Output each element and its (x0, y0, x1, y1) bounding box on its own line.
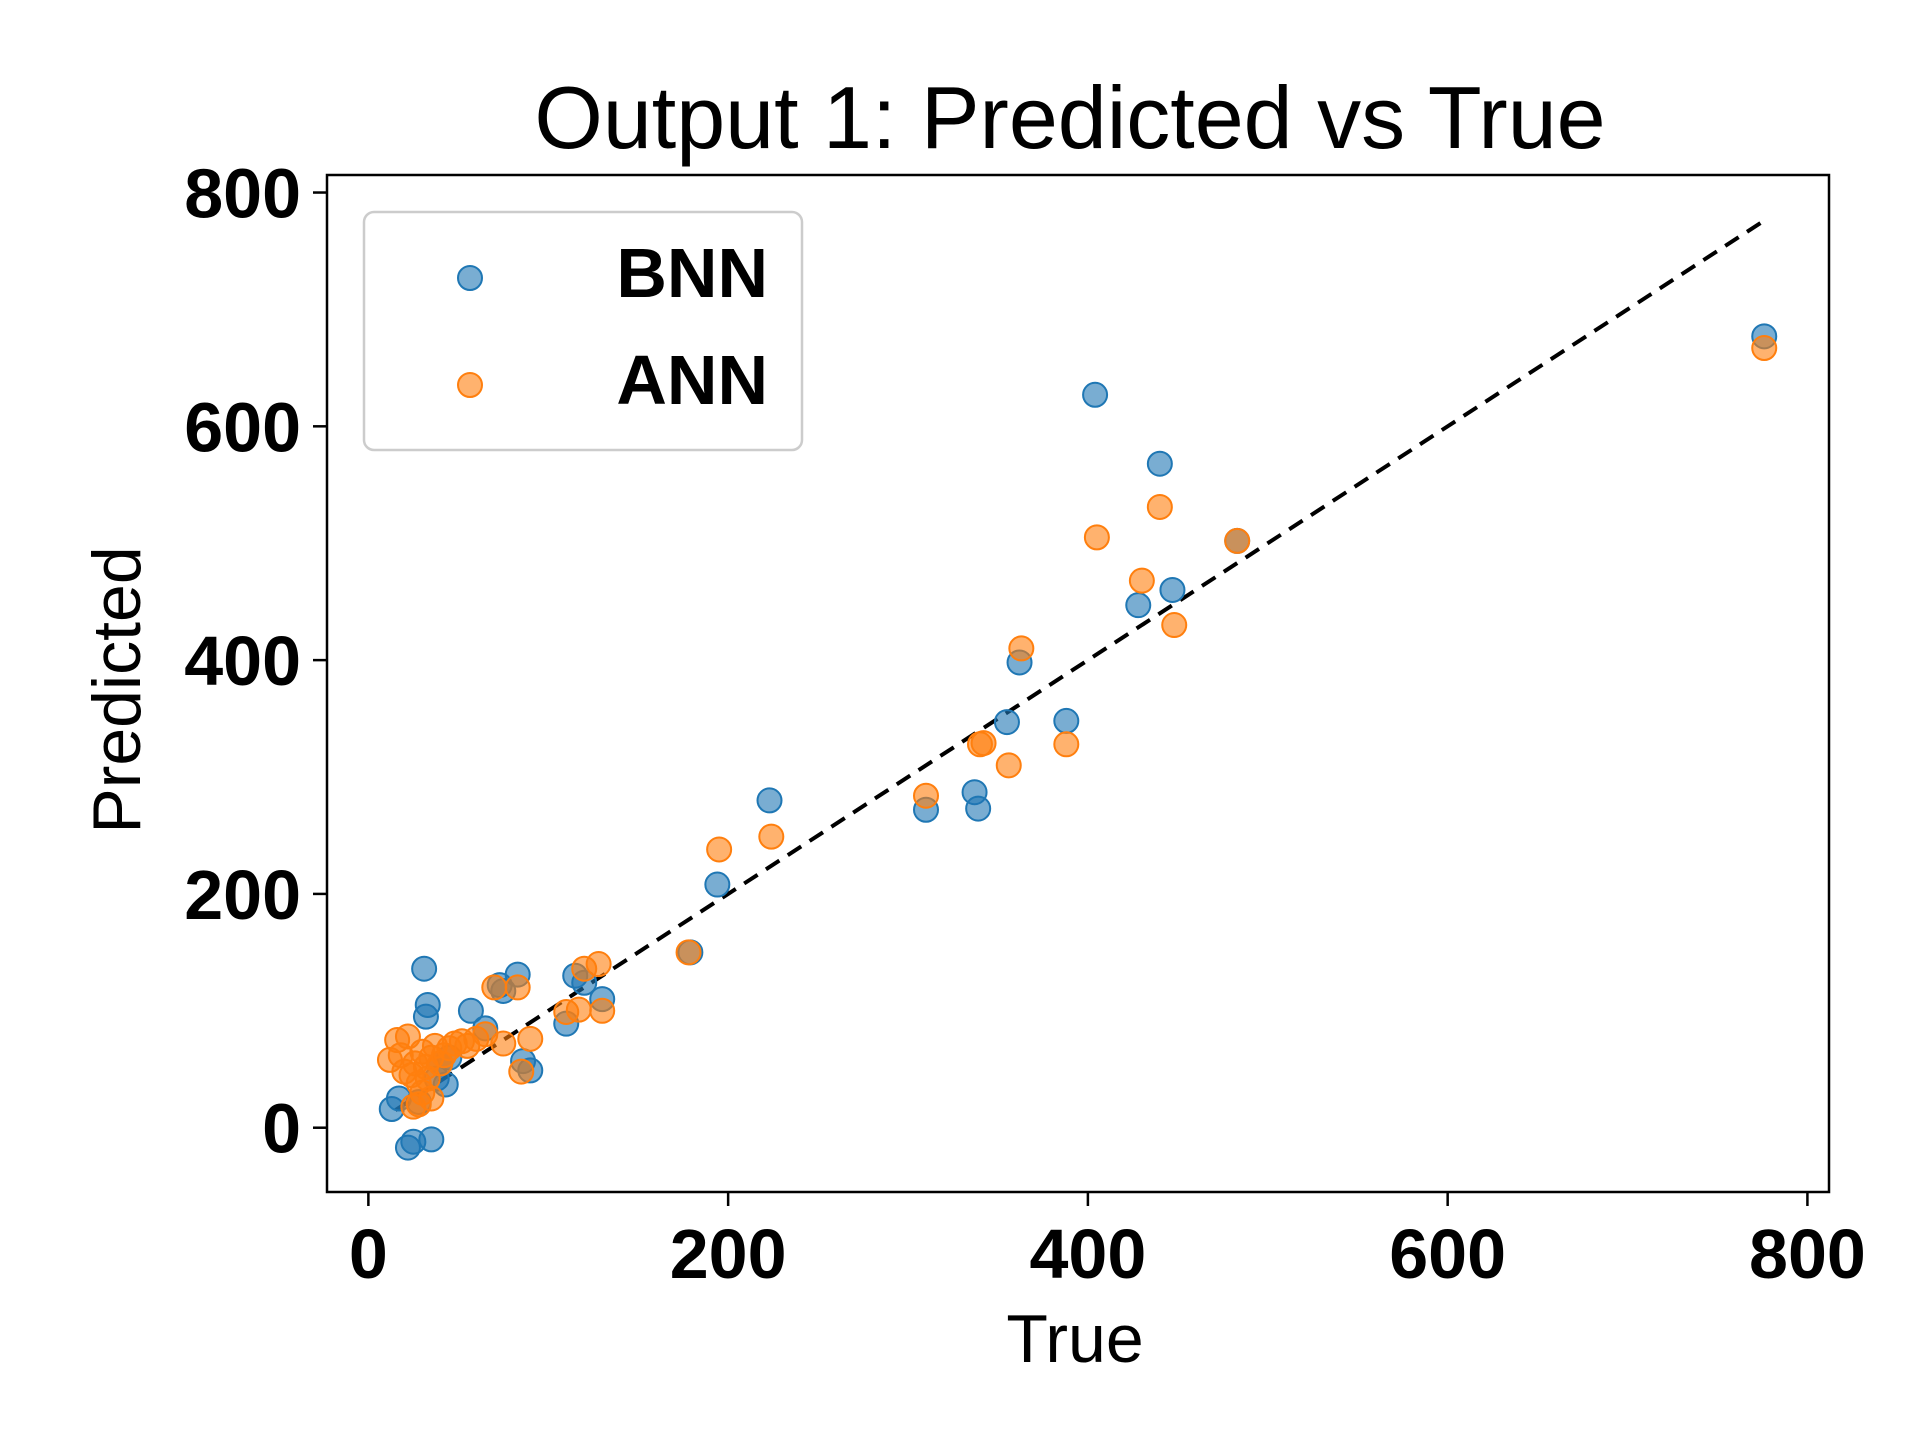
point-ann (1128, 567, 1155, 594)
legend: BNN ANN (362, 210, 804, 452)
point-ann (970, 730, 997, 757)
series-ann (376, 335, 1778, 1120)
point-ann (706, 836, 733, 863)
x-tick-label: 800 (1749, 1215, 1866, 1293)
x-tick-label: 200 (670, 1215, 787, 1293)
y-tick-label: 0 (262, 1090, 301, 1168)
point-bnn (414, 991, 441, 1018)
point-ann (758, 823, 785, 850)
point-bnn (1053, 707, 1080, 734)
point-bnn (418, 1126, 445, 1153)
x-tick-label: 600 (1389, 1215, 1506, 1293)
y-tick-label: 800 (184, 155, 301, 233)
legend-label-ann: ANN (616, 341, 768, 419)
point-bnn (704, 871, 731, 898)
y-tick-label: 400 (184, 622, 301, 700)
plot-area (325, 173, 1831, 1194)
x-axis: 0 200 400 600 800 (349, 1192, 1866, 1293)
point-ann (1161, 612, 1188, 639)
point-ann (913, 782, 940, 809)
x-tick-label: 0 (349, 1215, 388, 1293)
point-ann (481, 974, 508, 1001)
point-ann (490, 1030, 517, 1057)
reference-line-layer (394, 218, 1766, 1112)
legend-label-bnn: BNN (616, 234, 768, 312)
y-axis-label: Predicted (79, 546, 155, 833)
point-ann (418, 1085, 445, 1112)
point-bnn (411, 955, 438, 982)
point-ann (1751, 335, 1778, 362)
reference-line (394, 218, 1766, 1112)
point-ann (508, 1058, 535, 1085)
x-tick-label: 400 (1029, 1215, 1146, 1293)
point-bnn (457, 997, 484, 1024)
point-bnn (1146, 450, 1173, 477)
point-ann (565, 996, 592, 1023)
chart-title: Output 1: Predicted vs True (534, 68, 1605, 167)
point-bnn (756, 787, 783, 814)
point-ann (675, 939, 702, 966)
point-ann (1053, 731, 1080, 758)
legend-marker-bnn (457, 265, 483, 291)
x-axis-label: True (1006, 1301, 1143, 1377)
point-ann (1224, 527, 1251, 554)
point-bnn (993, 709, 1020, 736)
legend-marker-ann (457, 372, 483, 398)
point-ann (995, 752, 1022, 779)
point-ann (1146, 493, 1173, 520)
point-bnn (1125, 592, 1152, 619)
point-ann (517, 1025, 544, 1052)
point-bnn (965, 795, 992, 822)
point-ann (504, 974, 531, 1001)
point-ann (589, 997, 616, 1024)
y-tick-label: 200 (184, 856, 301, 934)
point-bnn (1082, 381, 1109, 408)
points-layer (376, 323, 1778, 1161)
point-ann (1083, 524, 1110, 551)
plot-frame (325, 173, 1831, 1194)
point-ann (585, 951, 612, 978)
point-bnn (1159, 576, 1186, 603)
point-ann (1008, 635, 1035, 662)
y-tick-label: 600 (184, 388, 301, 466)
y-axis: 0 200 400 600 800 (184, 155, 327, 1168)
